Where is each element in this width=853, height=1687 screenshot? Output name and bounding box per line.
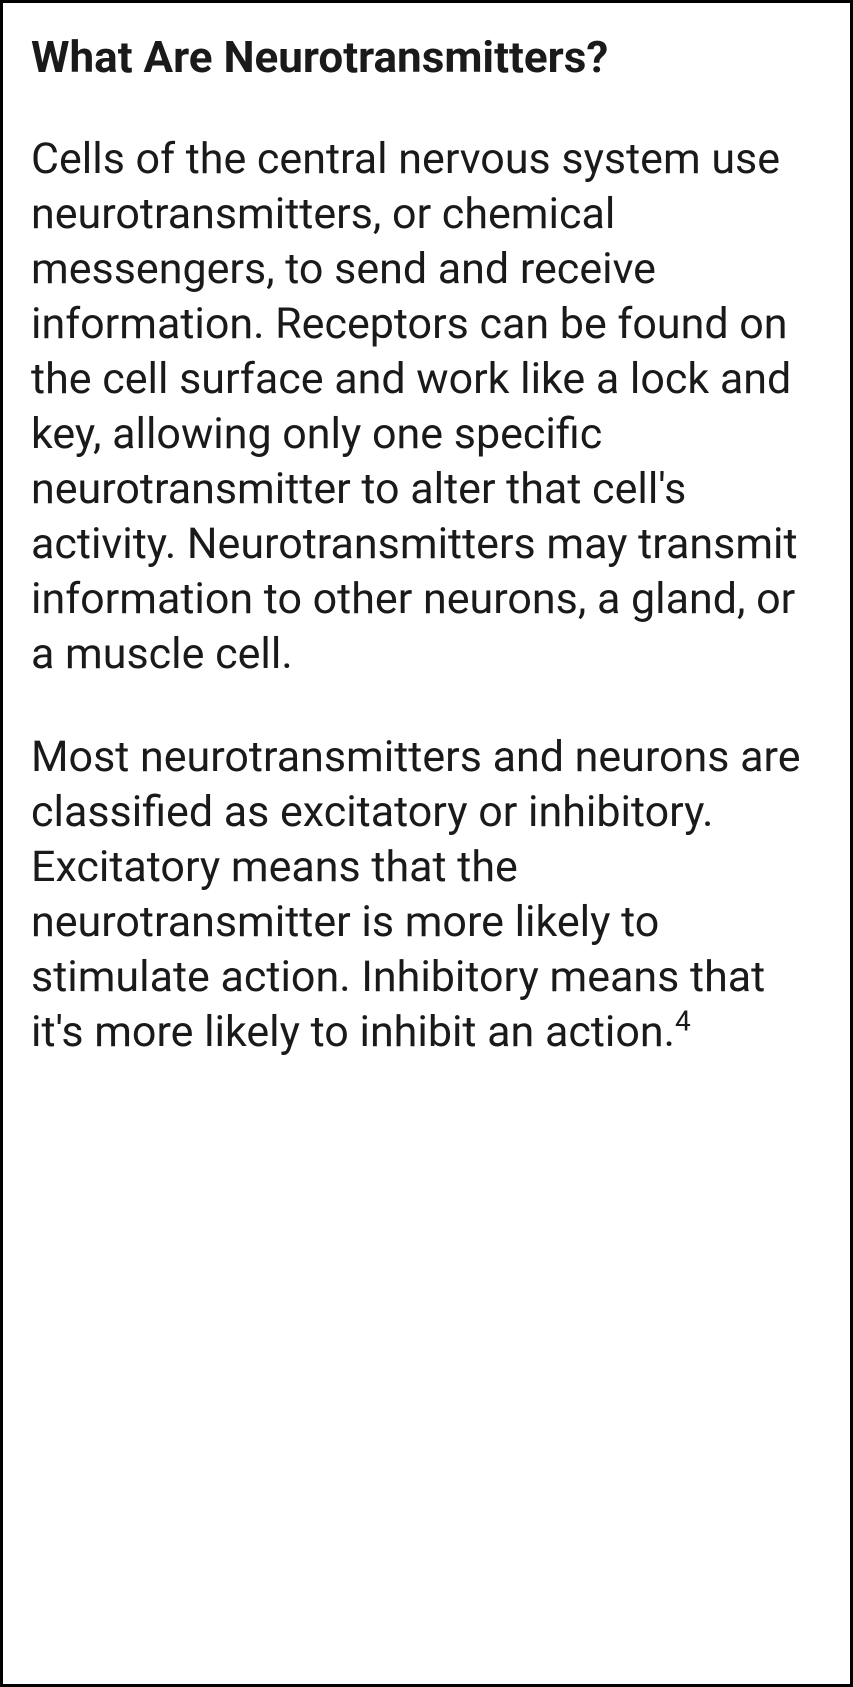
article-container: What Are Neurotransmitters? Cells of the… [0,0,853,1687]
citation-marker[interactable]: 4 [675,1005,691,1038]
article-heading: What Are Neurotransmitters? [31,31,822,84]
paragraph-text: Cells of the central nervous system use … [31,134,798,679]
article-paragraph-1: Cells of the central nervous system use … [31,132,822,682]
article-paragraph-2: Most neurotransmitters and neurons are c… [31,730,822,1060]
